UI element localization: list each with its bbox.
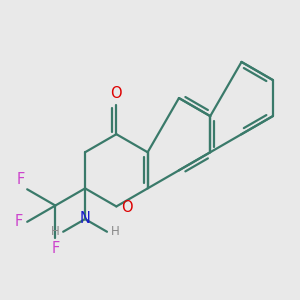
Text: F: F <box>51 241 59 256</box>
Text: F: F <box>16 172 25 187</box>
Text: O: O <box>122 200 133 215</box>
Text: O: O <box>111 86 122 101</box>
Text: N: N <box>80 211 91 226</box>
Text: F: F <box>15 214 23 229</box>
Text: H: H <box>51 225 60 238</box>
Text: H: H <box>110 225 119 238</box>
